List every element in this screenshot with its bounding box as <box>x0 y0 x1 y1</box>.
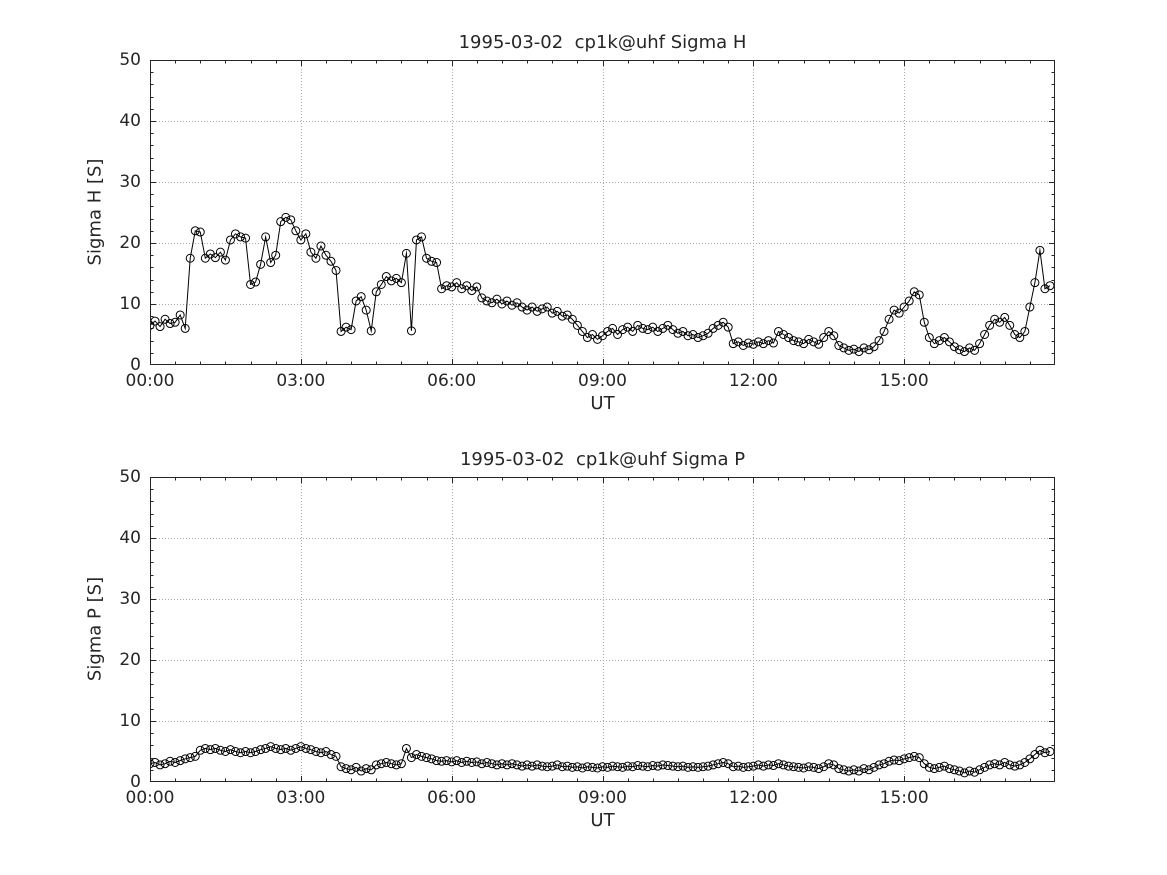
x-tick-label: 12:00 <box>728 371 778 391</box>
y-tick-label: 30 <box>119 589 141 609</box>
x-tick-label: 00:00 <box>125 788 175 808</box>
y-tick-label: 10 <box>119 294 141 314</box>
x-tick-label: 06:00 <box>427 371 477 391</box>
y-tick-label: 40 <box>119 111 141 131</box>
y-tick-label: 50 <box>119 467 141 487</box>
x-tick-label: 15:00 <box>879 788 929 808</box>
x-tick-label: 09:00 <box>578 788 627 808</box>
y-tick-label: 0 <box>130 772 141 792</box>
y-tick-label: 10 <box>119 711 141 731</box>
sigma-h-x-axis-label: UT <box>590 393 615 414</box>
sigma-p-plot-area: 00:00 03:00 06:00 09:00 12:00 15:00 0 10 20 30 40 5… <box>119 467 1055 808</box>
y-tick-label: 30 <box>119 172 141 192</box>
sigma-p-x-axis-label: UT <box>590 810 615 831</box>
plot-canvas <box>150 60 1055 365</box>
x-tick-label: 15:00 <box>879 371 929 391</box>
y-tick-label: 20 <box>119 233 141 253</box>
y-tick-label: 0 <box>130 355 141 375</box>
x-tick-label: 06:00 <box>427 788 477 808</box>
y-tick-label: 20 <box>119 650 141 670</box>
x-tick-label: 09:00 <box>578 371 627 391</box>
y-tick-label: 40 <box>119 528 141 548</box>
sigma-h-chart-title: 1995-03-02 cp1k@uhf Sigma H <box>458 32 747 53</box>
x-tick-label: 12:00 <box>728 788 778 808</box>
y-tick-label: 50 <box>119 50 141 70</box>
x-tick-label: 03:00 <box>276 371 326 391</box>
sigma-p-chart-title: 1995-03-02 cp1k@uhf Sigma P <box>459 449 746 470</box>
plot-canvas <box>150 477 1055 782</box>
x-tick-label: 03:00 <box>276 788 326 808</box>
sigma-h-plot-area: 00:00 03:00 06:00 09:00 12:00 15:00 0 10 20 30 40 5… <box>119 50 1055 391</box>
x-tick-label: 00:00 <box>125 371 175 391</box>
